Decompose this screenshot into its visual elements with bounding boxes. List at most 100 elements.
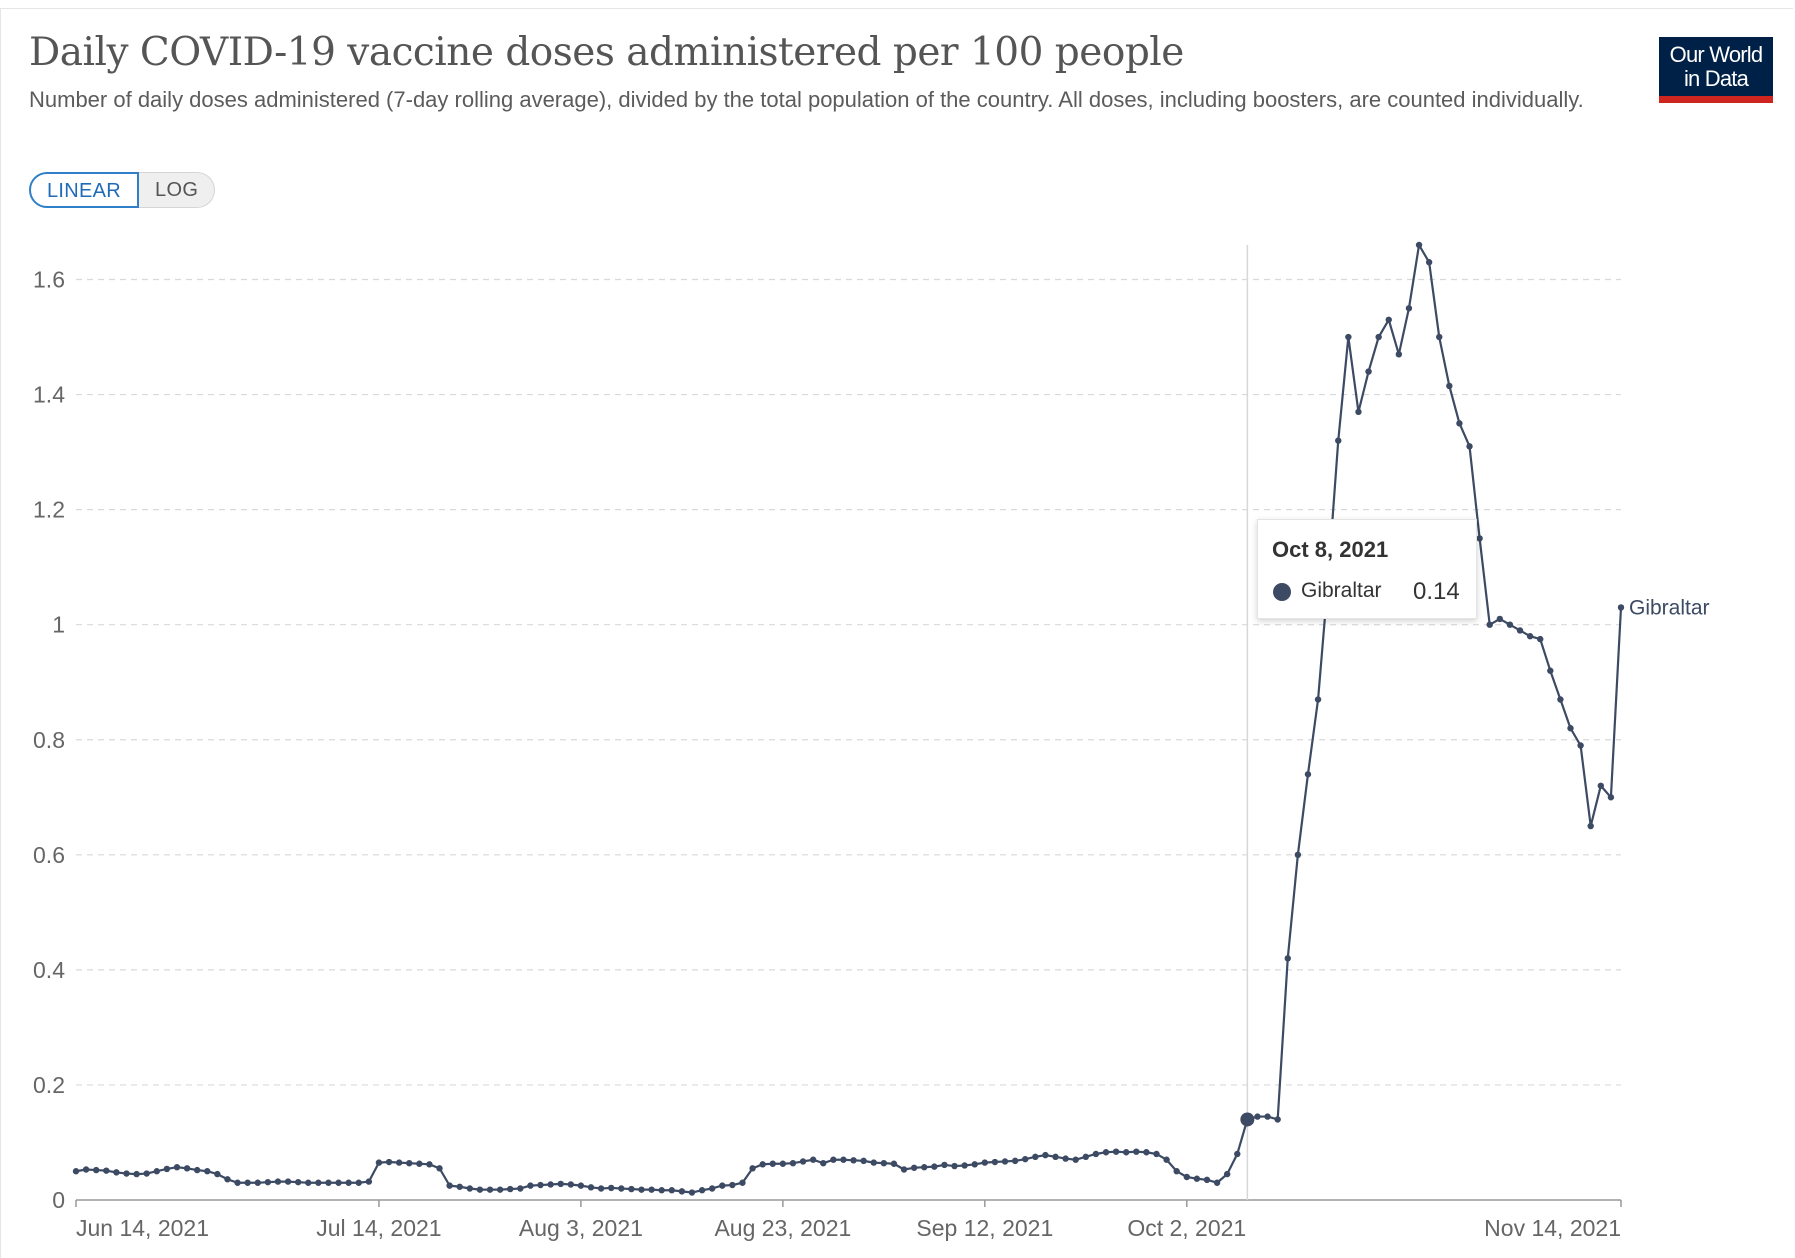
- data-point: [325, 1179, 332, 1186]
- linear-scale-button[interactable]: LINEAR: [29, 172, 140, 208]
- data-point: [173, 1164, 181, 1171]
- tooltip-series-name: Gibraltar: [1301, 579, 1382, 602]
- data-point: [1203, 1176, 1211, 1184]
- data-point: [648, 1186, 655, 1193]
- data-point: [385, 1158, 393, 1166]
- x-axis: Jun 14, 2021 Jul 14, 2021 Aug 3, 2021 Aug 2…: [75, 1199, 1622, 1241]
- data-point: [779, 1160, 787, 1167]
- data-point: [1506, 621, 1514, 628]
- data-point: [1466, 443, 1473, 450]
- data-point: [1526, 633, 1534, 640]
- x-tick-label: Oct 2, 2021: [1127, 1215, 1246, 1241]
- data-point: [1557, 696, 1564, 703]
- data-point: [305, 1179, 312, 1186]
- data-point: [426, 1161, 433, 1168]
- data-point: [1163, 1156, 1170, 1163]
- data-point: [668, 1187, 675, 1194]
- data-point: [749, 1165, 756, 1172]
- data-point: [1476, 535, 1483, 542]
- data-point: [799, 1158, 807, 1165]
- data-point: [1446, 382, 1453, 390]
- data-point: [850, 1157, 857, 1164]
- data-point: [880, 1159, 888, 1167]
- y-tick-label: 1.6: [33, 267, 65, 293]
- data-point: [951, 1162, 958, 1170]
- data-point: [809, 1156, 817, 1163]
- data-point: [981, 1159, 989, 1166]
- data-point: [1547, 667, 1554, 674]
- data-point: [1011, 1157, 1019, 1165]
- chart-title: Daily COVID-19 vaccine doses administere…: [29, 30, 1184, 75]
- series-label: Gibraltar: [1629, 596, 1710, 619]
- data-point: [1001, 1158, 1009, 1165]
- data-point: [1405, 305, 1413, 312]
- data-point: [1415, 241, 1423, 249]
- logo-line-2: in Data: [1683, 66, 1749, 91]
- data-point: [638, 1186, 645, 1193]
- data-point: [103, 1167, 110, 1174]
- x-tick-label: Aug 3, 2021: [519, 1215, 643, 1241]
- data-point: [1577, 742, 1584, 749]
- owid-logo[interactable]: Our World in Data: [1659, 37, 1773, 103]
- data-point: [1567, 725, 1574, 732]
- data-point: [406, 1159, 413, 1167]
- data-point: [910, 1164, 918, 1171]
- data-point: [961, 1162, 968, 1169]
- log-scale-button[interactable]: LOG: [139, 172, 216, 208]
- data-point: [1062, 1155, 1069, 1162]
- data-point: [1223, 1170, 1231, 1178]
- y-axis: 0 0.2 0.4 0.6 0.8 1 1.2 1.4 1.6: [33, 267, 65, 1213]
- data-point: [204, 1168, 211, 1175]
- data-point: [1395, 351, 1403, 358]
- data-point: [860, 1157, 867, 1165]
- series-points: [72, 241, 1625, 1196]
- data-point: [395, 1159, 403, 1166]
- data-point: [1345, 333, 1352, 341]
- data-point: [1516, 627, 1524, 634]
- data-point: [496, 1186, 504, 1193]
- data-point: [719, 1182, 726, 1189]
- data-point: [456, 1183, 463, 1190]
- data-point: [1355, 408, 1362, 416]
- data-point: [628, 1185, 635, 1193]
- data-point: [1102, 1149, 1110, 1156]
- data-point: [82, 1166, 90, 1173]
- data-point: [294, 1178, 302, 1186]
- data-point: [698, 1187, 706, 1194]
- data-point: [284, 1178, 292, 1185]
- data-point: [507, 1185, 514, 1193]
- data-point: [1234, 1150, 1241, 1158]
- highlight-point: [1240, 1112, 1255, 1127]
- data-point: [577, 1182, 585, 1189]
- data-point: [486, 1186, 494, 1193]
- data-point: [375, 1159, 383, 1166]
- y-tick-label: 0.8: [33, 727, 65, 753]
- data-point: [1607, 794, 1615, 801]
- data-point: [355, 1179, 362, 1186]
- x-tick-label: Sep 12, 2021: [916, 1215, 1053, 1241]
- data-point: [153, 1168, 160, 1175]
- data-point: [1264, 1113, 1271, 1120]
- data-point: [214, 1170, 221, 1178]
- data-point: [1335, 437, 1342, 444]
- data-point: [1193, 1175, 1201, 1182]
- grid-lines: [76, 278, 1621, 1086]
- data-point: [1183, 1173, 1190, 1181]
- data-point: [759, 1161, 766, 1168]
- data-point: [1385, 316, 1392, 323]
- data-point: [688, 1189, 696, 1196]
- data-point: [597, 1185, 605, 1192]
- data-point: [618, 1185, 625, 1192]
- logo-line-1: Our World: [1669, 42, 1763, 67]
- chart-frame: [0, 8, 1793, 1258]
- data-point: [436, 1165, 443, 1172]
- data-point: [1122, 1149, 1130, 1156]
- data-point: [365, 1178, 373, 1185]
- data-point: [1314, 696, 1322, 703]
- data-point: [1092, 1150, 1100, 1158]
- y-tick-label: 0.6: [33, 842, 65, 868]
- y-tick-label: 1: [52, 612, 65, 638]
- data-point: [1274, 1116, 1281, 1123]
- data-point: [113, 1169, 120, 1176]
